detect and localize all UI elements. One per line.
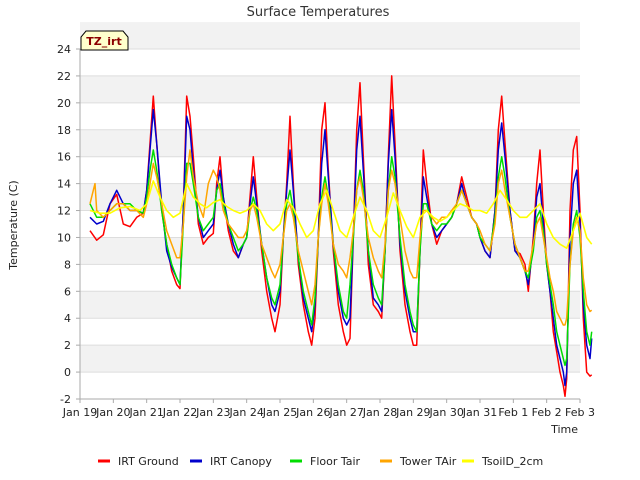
y-tick-label: 4 bbox=[64, 312, 71, 325]
y-tick-label: 14 bbox=[57, 178, 71, 191]
x-tick-label: Jan 31 bbox=[462, 406, 497, 419]
y-tick-label: 2 bbox=[64, 339, 71, 352]
axes bbox=[79, 49, 580, 400]
legend-label-3: Floor Tair bbox=[310, 455, 361, 468]
legend-label-2: IRT Canopy bbox=[210, 455, 272, 468]
badge-shape bbox=[80, 30, 129, 51]
series-line-5 bbox=[89, 180, 593, 249]
y-tick-label: 20 bbox=[57, 97, 71, 110]
legend-label-5: TsoilD_2cm bbox=[481, 455, 543, 468]
y-tick-label: 10 bbox=[57, 231, 71, 244]
x-tick-label: Jan 22 bbox=[162, 406, 197, 419]
legend: IRT Ground IRT Canopy Floor Tair Tower TAir… bbox=[98, 455, 543, 468]
legend-label-1: IRT Ground bbox=[118, 455, 179, 468]
x-tick-label: Jan 30 bbox=[428, 406, 463, 419]
y-tick-label: 22 bbox=[57, 70, 71, 83]
y-tick-label: 12 bbox=[57, 205, 71, 218]
x-tick-label: Jan 20 bbox=[95, 406, 130, 419]
x-tick-label: Jan 29 bbox=[395, 406, 430, 419]
y-tick-label: -2 bbox=[60, 393, 71, 406]
y-tick-label: 24 bbox=[57, 43, 71, 56]
x-tick-label: Feb 1 bbox=[498, 406, 528, 419]
x-tick-label: Jan 23 bbox=[195, 406, 230, 419]
y-tick-label: 16 bbox=[57, 151, 71, 164]
y-tick-label: 8 bbox=[64, 258, 71, 271]
grid-band bbox=[80, 75, 580, 103]
station-badge: TZ_irt bbox=[80, 30, 129, 51]
x-tick-label: Jan 25 bbox=[262, 406, 297, 419]
y-tick-label: 18 bbox=[57, 124, 71, 137]
y-tick-label: 0 bbox=[64, 366, 71, 379]
y-axis-title: Temperature (C) bbox=[7, 180, 20, 270]
badge-label: TZ_irt bbox=[86, 35, 121, 48]
y-tick-label: 6 bbox=[64, 285, 71, 298]
x-tick-label: Feb 3 bbox=[565, 406, 595, 419]
grid-band bbox=[80, 291, 580, 319]
series-line-2 bbox=[89, 108, 593, 387]
grid-band bbox=[80, 345, 580, 373]
chart-title: Surface Temperatures bbox=[247, 5, 390, 20]
x-axis-title: Time bbox=[550, 423, 578, 436]
x-tick-label: Jan 26 bbox=[295, 406, 330, 419]
x-tick-label: Jan 21 bbox=[128, 406, 163, 419]
grid-band bbox=[80, 22, 580, 49]
legend-label-4: Tower TAir bbox=[399, 455, 457, 468]
x-tick-label: Jan 24 bbox=[228, 406, 263, 419]
x-tick-label: Jan 19 bbox=[62, 406, 97, 419]
x-tick-label: Feb 2 bbox=[532, 406, 562, 419]
series-line-4 bbox=[89, 149, 593, 326]
series-layer bbox=[89, 75, 593, 398]
grid-band bbox=[80, 237, 580, 265]
x-tick-label: Jan 28 bbox=[362, 406, 397, 419]
x-tick-label: Jan 27 bbox=[328, 406, 363, 419]
